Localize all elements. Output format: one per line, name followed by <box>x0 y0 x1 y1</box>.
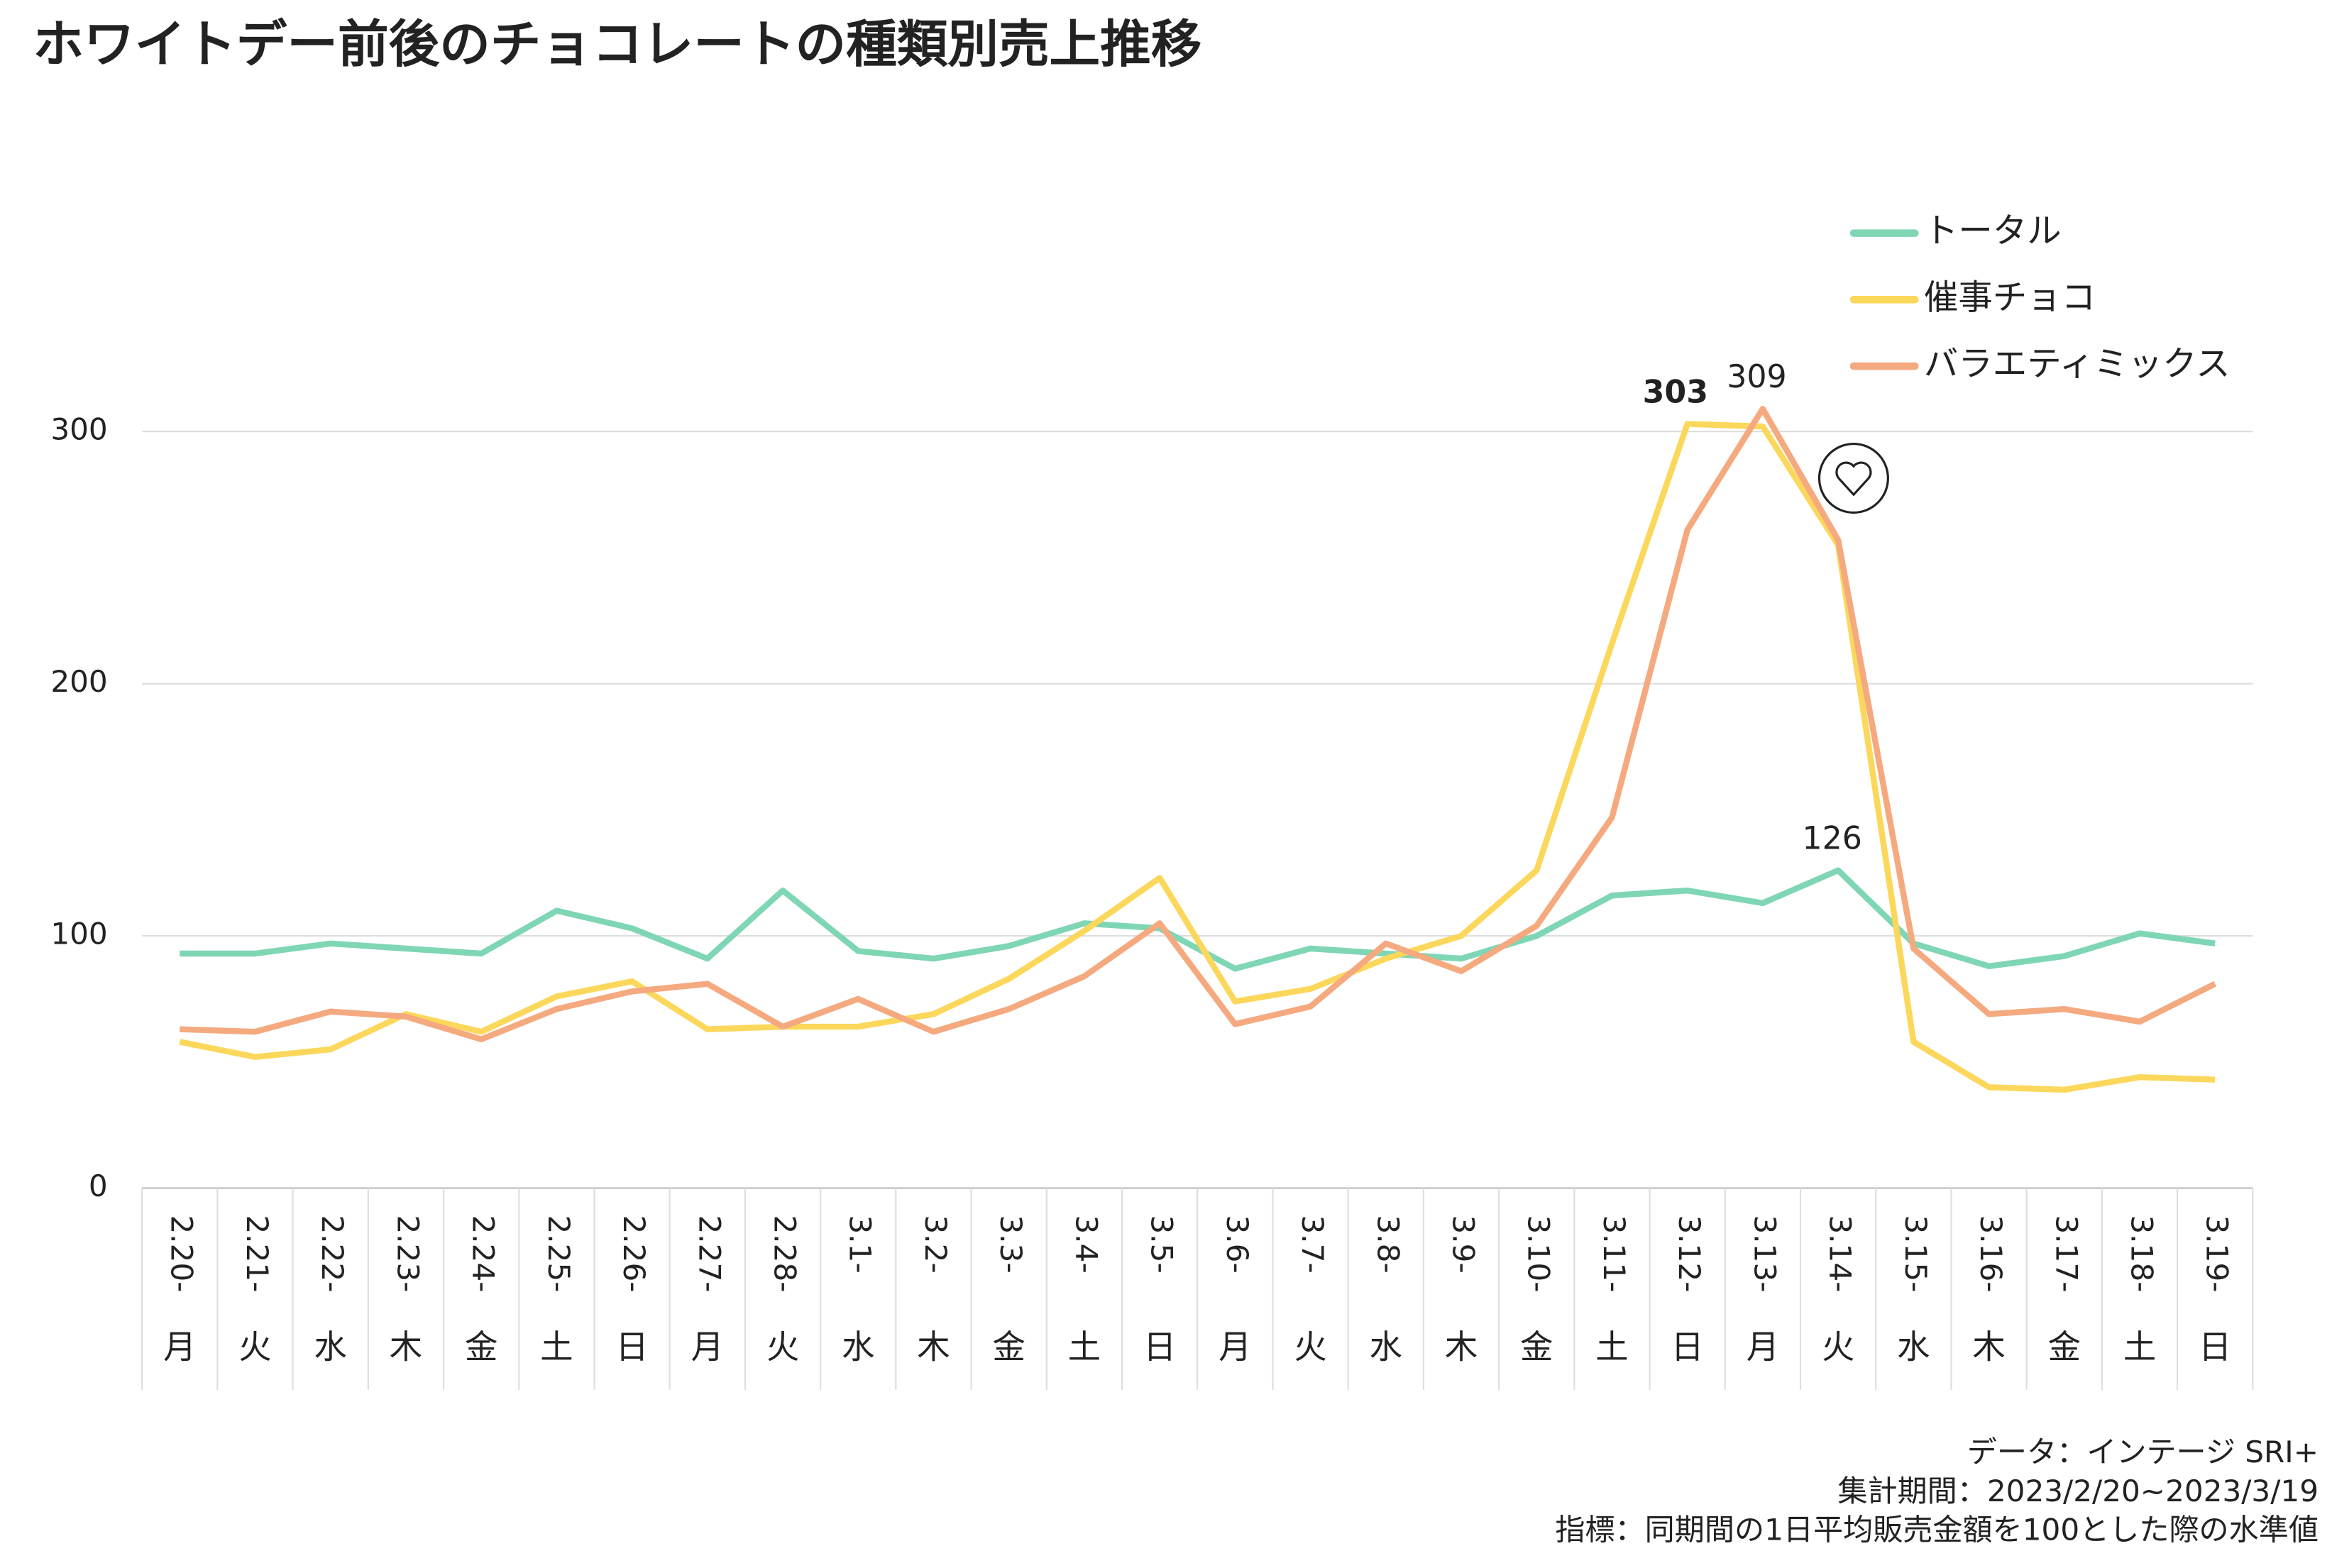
x-tick-label: 3.17- <box>2049 1215 2084 1292</box>
x-tick-label: 2.22- <box>315 1215 350 1292</box>
x-tick-label: 3.11- <box>1597 1215 1632 1292</box>
weekday-label: 日 <box>1671 1328 1704 1367</box>
x-tick-label: 2.25- <box>541 1215 576 1292</box>
data-label: 303 <box>1643 374 1708 410</box>
legend-label: 催事チョコ <box>1924 277 2096 317</box>
x-tick-label: 3.2- <box>918 1215 953 1273</box>
weekday-label: 日 <box>1143 1328 1176 1367</box>
source-note: 集計期間：2023/2/20~2023/3/19 <box>1837 1474 2319 1508</box>
weekday-label: 土 <box>2123 1328 2156 1367</box>
heart-icon <box>1817 443 1889 514</box>
data-label: 309 <box>1727 359 1786 395</box>
x-tick-label: 2.24- <box>466 1215 501 1292</box>
x-tick-label: 3.1- <box>843 1215 878 1273</box>
x-tick-label: 3.3- <box>994 1215 1028 1273</box>
weekday-label: 火 <box>1294 1328 1326 1367</box>
x-tick-label: 2.28- <box>768 1215 803 1292</box>
chart-title: ホワイトデー前後のチョコレートの種類別売上推移 <box>33 15 1201 74</box>
x-tick-label: 2.20- <box>165 1215 199 1292</box>
source-note: データ：インテージ SRI+ <box>1967 1435 2319 1469</box>
x-tick-label: 2.21- <box>240 1215 275 1292</box>
weekday-label: 金 <box>993 1328 1025 1367</box>
weekday-label: 水 <box>314 1328 347 1367</box>
weekday-label: 木 <box>917 1328 950 1367</box>
weekday-label: 水 <box>842 1328 874 1367</box>
x-tick-label: 3.16- <box>1974 1215 2008 1292</box>
weekday-label: 月 <box>1747 1328 1779 1367</box>
weekday-label: 金 <box>1520 1328 1553 1367</box>
series-line <box>180 406 2217 1043</box>
x-tick-label: 3.13- <box>1747 1215 1782 1292</box>
x-tick-label: 2.23- <box>390 1215 425 1292</box>
weekday-label: 月 <box>691 1328 724 1367</box>
legend-label: トータル <box>1924 211 2062 251</box>
y-tick-label: 0 <box>89 1169 108 1203</box>
x-tick-label: 3.7- <box>1295 1215 1330 1273</box>
weekday-label: 火 <box>1822 1328 1854 1367</box>
x-tick-label: 3.9- <box>1446 1215 1481 1273</box>
weekday-label: 土 <box>1595 1328 1628 1367</box>
weekday-label: 金 <box>2048 1328 2081 1367</box>
x-tick-label: 3.15- <box>1898 1215 1933 1292</box>
weekday-label: 日 <box>2199 1328 2231 1367</box>
weekday-label: 土 <box>540 1328 573 1367</box>
weekday-label: 土 <box>1068 1328 1101 1367</box>
x-tick-label: 3.8- <box>1370 1215 1405 1273</box>
x-tick-label: 2.26- <box>617 1215 651 1292</box>
weekday-label: 木 <box>390 1328 422 1367</box>
x-tick-label: 3.5- <box>1145 1215 1179 1273</box>
weekday-label: 水 <box>1370 1328 1402 1367</box>
x-tick-label: 3.19- <box>2200 1215 2235 1292</box>
series-line <box>180 867 2216 972</box>
x-tick-label: 3.10- <box>1522 1215 1556 1292</box>
x-tick-label: 3.4- <box>1069 1215 1104 1273</box>
x-tick-label: 3.18- <box>2124 1215 2159 1292</box>
weekday-label: 木 <box>1445 1328 1478 1367</box>
x-tick-label: 3.14- <box>1823 1215 1858 1292</box>
source-note: 指標：同期間の1日平均販売金額を100とした際の水準値 <box>1555 1513 2319 1547</box>
weekday-label: 木 <box>1972 1328 2005 1367</box>
data-label: 126 <box>1802 821 1861 857</box>
y-tick-label: 200 <box>50 664 107 699</box>
weekday-label: 月 <box>163 1328 196 1367</box>
y-tick-label: 100 <box>50 917 107 951</box>
weekday-label: 火 <box>238 1328 271 1367</box>
x-tick-label: 3.12- <box>1672 1215 1707 1292</box>
x-tick-label: 2.27- <box>692 1215 727 1292</box>
weekday-label: 月 <box>1219 1328 1251 1367</box>
y-tick-label: 300 <box>50 412 107 447</box>
weekday-label: 金 <box>465 1328 497 1367</box>
x-tick-label: 3.6- <box>1220 1215 1255 1273</box>
legend-label: バラエティミックス <box>1924 344 2231 384</box>
weekday-label: 日 <box>615 1328 648 1367</box>
series-line <box>179 421 2216 1093</box>
weekday-label: 水 <box>1897 1328 1930 1367</box>
weekday-label: 火 <box>766 1328 799 1367</box>
